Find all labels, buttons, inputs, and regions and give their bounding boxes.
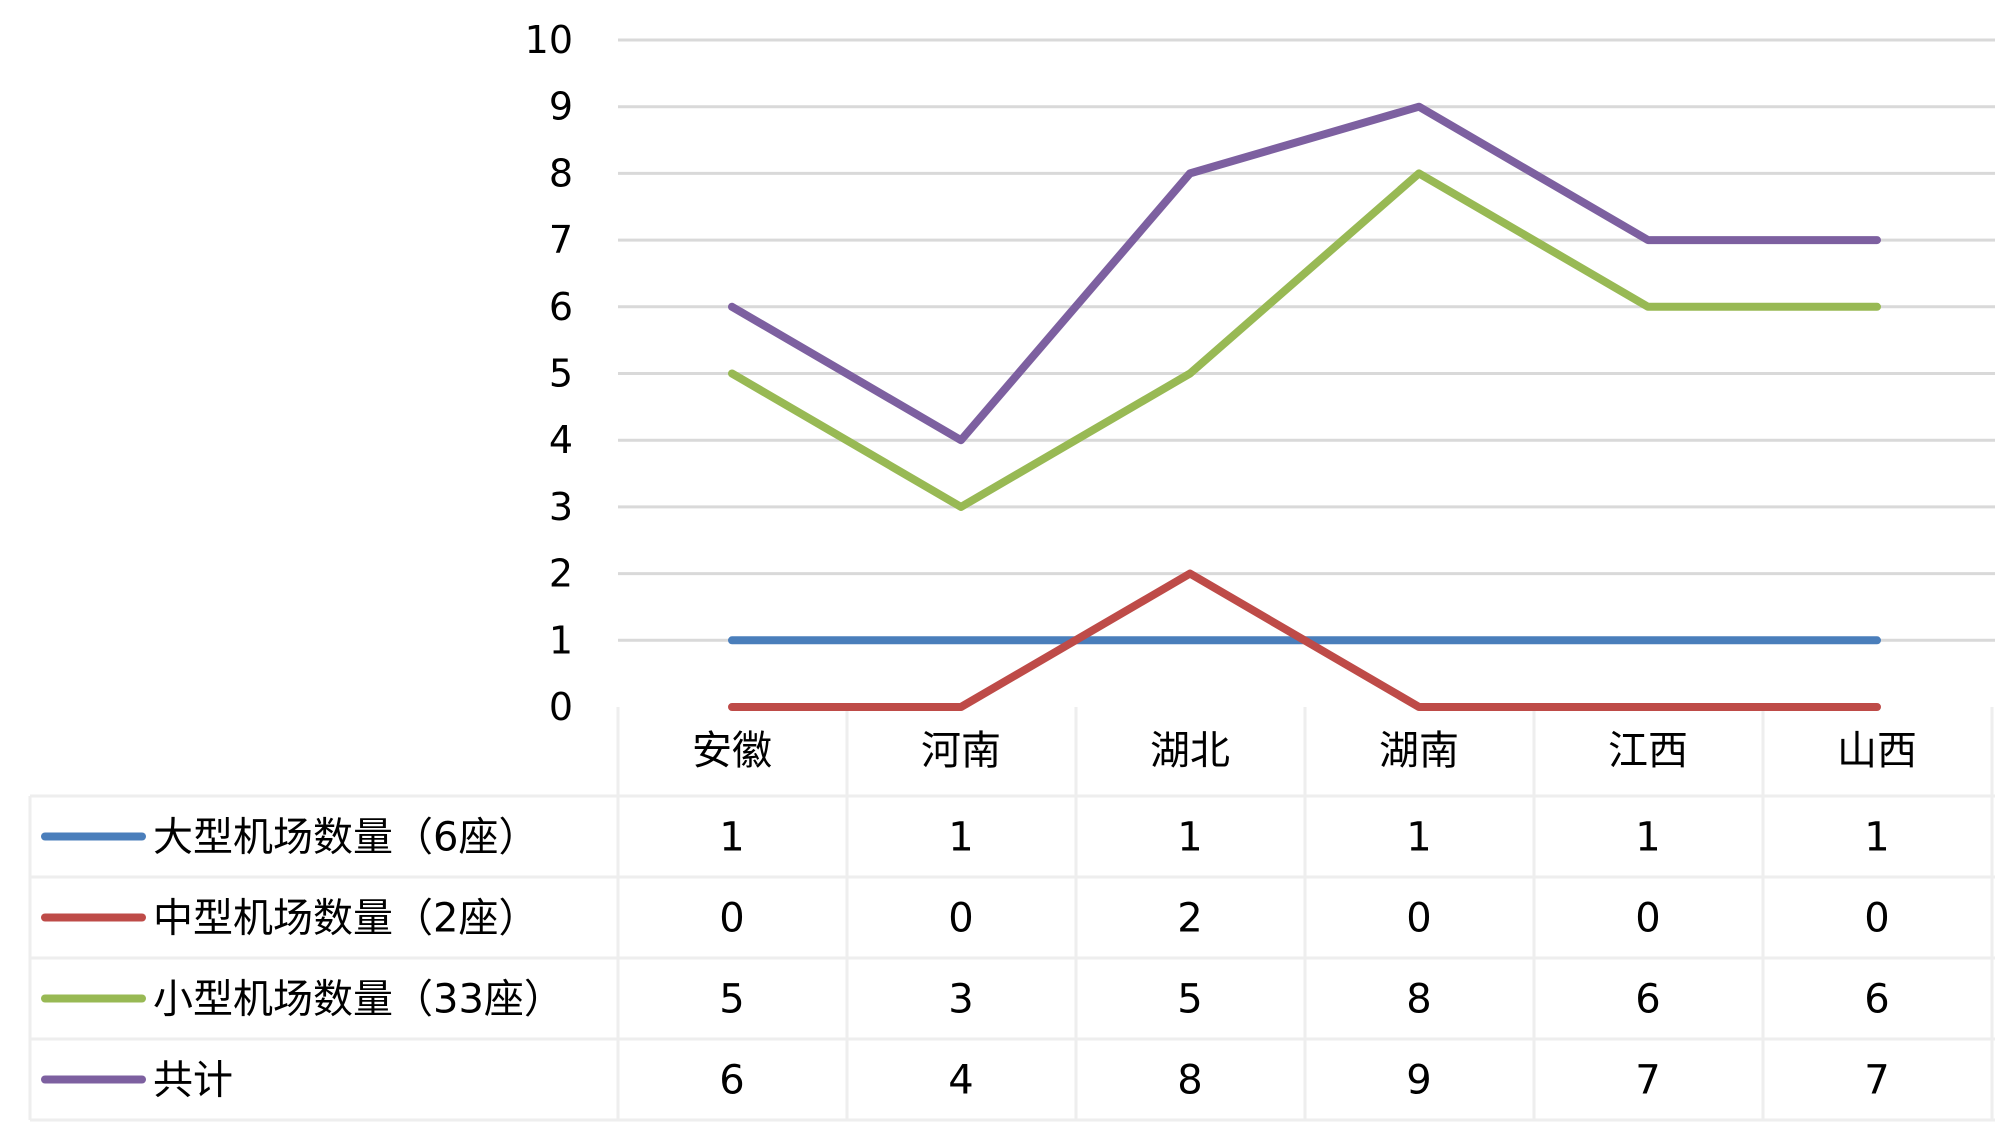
- table-cell-value: 1: [1177, 815, 1202, 861]
- table-cell-value: 1: [719, 815, 744, 861]
- y-tick-label: 2: [549, 552, 573, 596]
- legend-series-name: 共计: [153, 1058, 233, 1104]
- gridlines: [618, 40, 1995, 640]
- table-cell-value: 8: [1406, 977, 1431, 1023]
- table-cell-value: 1: [1635, 815, 1660, 861]
- table-cell-value: 5: [719, 977, 744, 1023]
- table-cell-value: 0: [1635, 896, 1660, 942]
- table-cell-value: 1: [1406, 815, 1431, 861]
- x-category-label: 江西: [1608, 728, 1688, 774]
- x-category-label: 安徽: [692, 728, 772, 774]
- legend-series-name: 大型机场数量（6座）: [153, 815, 538, 861]
- series-lines: [732, 107, 1877, 708]
- table-cell-value: 7: [1635, 1058, 1660, 1104]
- x-category-label: 河南: [921, 728, 1001, 774]
- table-cell-value: 2: [1177, 896, 1202, 942]
- x-category-label: 湖北: [1150, 728, 1230, 774]
- table-cell-value: 9: [1406, 1058, 1431, 1104]
- legend-series-name: 小型机场数量（33座）: [153, 977, 564, 1023]
- y-tick-label: 8: [549, 151, 573, 195]
- table-cell-value: 5: [1177, 977, 1202, 1023]
- table-cell-value: 3: [948, 977, 973, 1023]
- y-tick-label: 1: [549, 618, 573, 662]
- table-cell-value: 0: [1864, 896, 1889, 942]
- y-tick-label: 7: [549, 218, 573, 262]
- y-tick-label: 10: [525, 18, 573, 62]
- table-cell-value: 0: [948, 896, 973, 942]
- series-line-2: [732, 173, 1877, 507]
- table-cell-value: 8: [1177, 1058, 1202, 1104]
- y-tick-label: 5: [549, 352, 573, 396]
- y-tick-label: 9: [549, 85, 573, 129]
- y-axis-tick-labels: 0 1 2 3 4 5 6 7 8 9 10: [525, 18, 573, 729]
- y-tick-label: 0: [549, 685, 573, 729]
- table-cell-value: 1: [1864, 815, 1889, 861]
- table-cell-value: 6: [719, 1058, 744, 1104]
- x-category-label: 湖南: [1379, 728, 1459, 774]
- y-tick-label: 4: [549, 418, 573, 462]
- table-cell-value: 6: [1864, 977, 1889, 1023]
- legend-series-name: 中型机场数量（2座）: [153, 896, 538, 942]
- x-category-label: 山西: [1837, 728, 1917, 774]
- table-cell-value: 6: [1635, 977, 1660, 1023]
- table-cell-value: 7: [1864, 1058, 1889, 1104]
- y-tick-label: 6: [549, 285, 573, 329]
- table-cell-value: 0: [719, 896, 744, 942]
- table-cell-value: 1: [948, 815, 973, 861]
- y-tick-label: 3: [549, 485, 573, 529]
- table-cell-value: 4: [948, 1058, 973, 1104]
- table-cell-value: 0: [1406, 896, 1431, 942]
